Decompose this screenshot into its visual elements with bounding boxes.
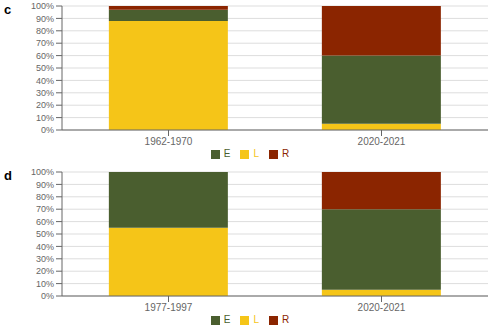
html-text:c: c <box>4 2 12 17</box>
svg-text:100%: 100% <box>31 167 54 177</box>
html-text:L: L <box>253 314 259 325</box>
html-text:R: R <box>282 314 290 325</box>
svg-text:0%: 0% <box>41 125 54 135</box>
svg-text:1962-1970: 1962-1970 <box>145 136 193 147</box>
svg-text:70%: 70% <box>36 204 54 214</box>
svg-text:1977-1997: 1977-1997 <box>145 302 193 313</box>
svg-text:50%: 50% <box>36 63 54 73</box>
svg-text:0%: 0% <box>41 291 54 301</box>
svg-text:20%: 20% <box>36 100 54 110</box>
html-text:E: E <box>223 314 231 325</box>
svg-text:60%: 60% <box>36 217 54 227</box>
html-text:E: E <box>223 148 231 159</box>
svg-text:20%: 20% <box>36 266 54 276</box>
svg-text:80%: 80% <box>36 26 54 36</box>
svg-text:50%: 50% <box>36 229 54 239</box>
svg-text:70%: 70% <box>36 38 54 48</box>
svg-text:40%: 40% <box>36 76 54 86</box>
html-text:L: L <box>253 148 259 159</box>
svg-text:90%: 90% <box>36 14 54 24</box>
svg-text:2020-2021: 2020-2021 <box>358 136 406 147</box>
svg-text:100%: 100% <box>31 1 54 11</box>
html-text:R: R <box>282 148 290 159</box>
svg-text:60%: 60% <box>36 51 54 61</box>
svg-text:40%: 40% <box>36 242 54 252</box>
svg-text:30%: 30% <box>36 88 54 98</box>
svg-text:30%: 30% <box>36 254 54 264</box>
svg-text:10%: 10% <box>36 279 54 289</box>
html-text:d: d <box>4 168 12 183</box>
svg-text:10%: 10% <box>36 113 54 123</box>
svg-text:80%: 80% <box>36 192 54 202</box>
svg-text:90%: 90% <box>36 180 54 190</box>
svg-text:2020-2021: 2020-2021 <box>358 302 406 313</box>
